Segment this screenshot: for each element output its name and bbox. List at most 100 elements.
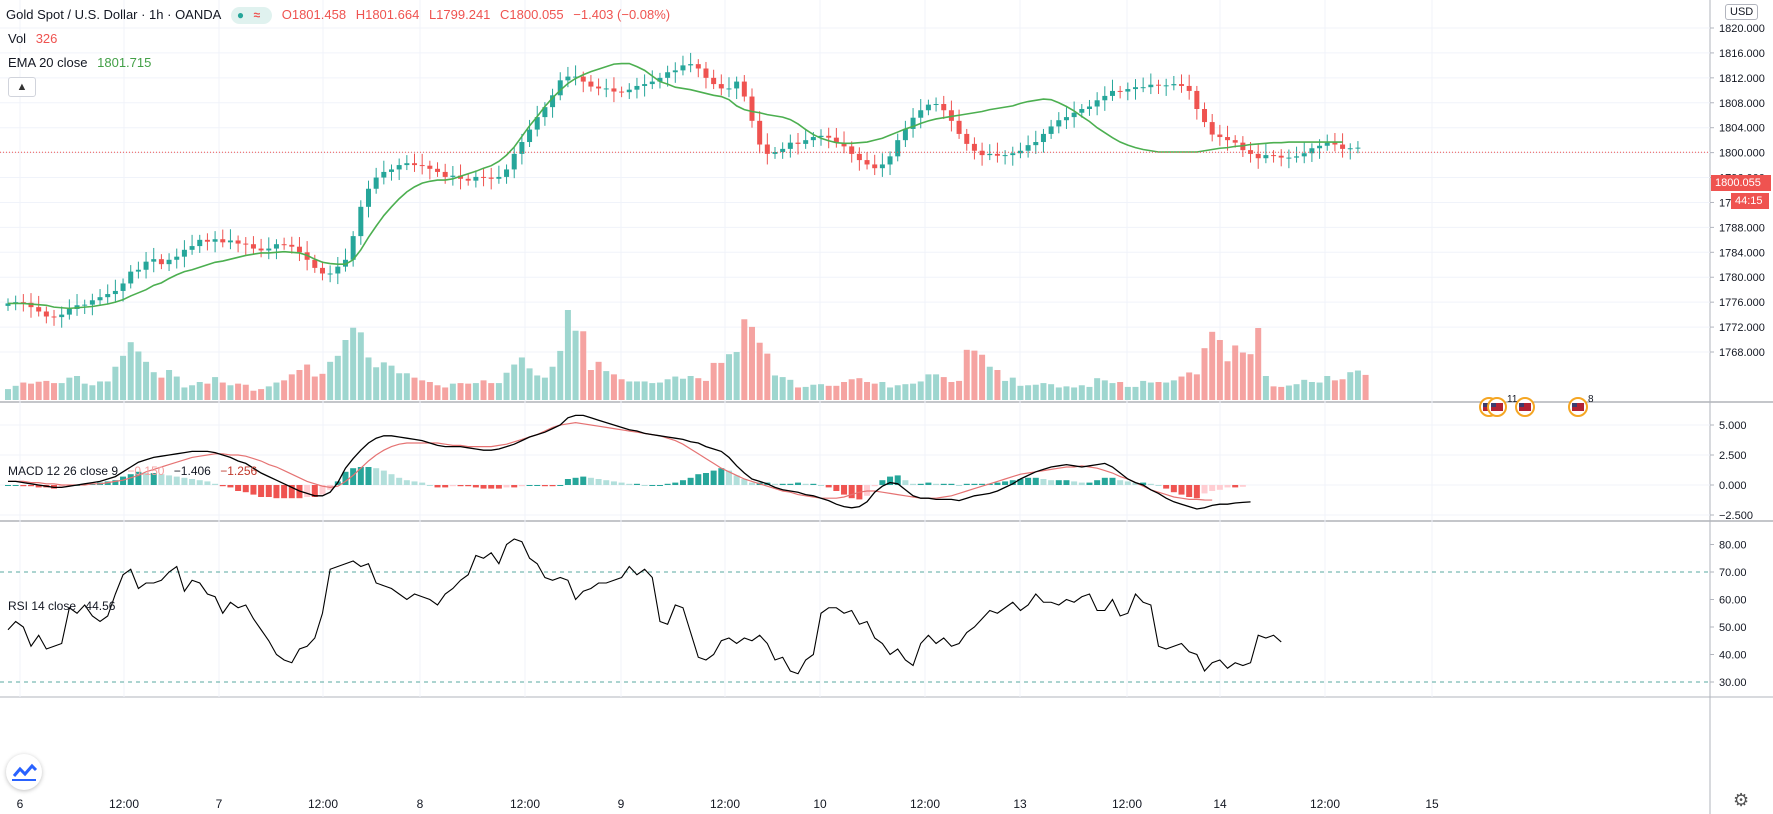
volume-bar [104, 381, 111, 400]
volume-bar [848, 379, 855, 400]
macd-histogram-bar [687, 477, 694, 485]
close-value: C1800.055 [500, 7, 564, 22]
volume-bar [633, 381, 640, 400]
candle-body [1202, 109, 1208, 123]
macd-histogram-bar [1216, 485, 1223, 490]
volume-bar [1278, 386, 1285, 400]
macd-histogram-bar [480, 485, 487, 489]
volume-bar [917, 381, 924, 400]
volume-bar [741, 319, 748, 400]
macd-line [8, 414, 1251, 510]
tradingview-logo-icon[interactable] [6, 754, 42, 790]
macd-histogram-bar [649, 485, 656, 486]
volume-bar [357, 332, 364, 400]
candle-body [204, 239, 210, 242]
candle-body [849, 146, 855, 154]
volume-bar [1025, 385, 1032, 400]
volume-bar [887, 387, 894, 400]
rsi-legend[interactable]: RSI 14 close 44.56 [8, 599, 121, 613]
volume-bar [388, 365, 395, 400]
candle-body [1125, 89, 1131, 92]
symbol-legend[interactable]: Gold Spot / U.S. Dollar · 1h · OANDA ● ≈… [6, 7, 676, 25]
rsi-tick-label: 60.00 [1719, 595, 1747, 607]
currency-button[interactable]: USD [1725, 4, 1759, 20]
macd-histogram-bar [242, 485, 249, 493]
time-tick-label: 8 [417, 797, 424, 811]
macd-histogram-bar [1147, 483, 1154, 485]
volume-bar [1132, 386, 1139, 400]
volume-bar [89, 385, 96, 400]
volume-bar [511, 364, 518, 400]
volume-bar [288, 374, 295, 400]
volume-bar [649, 383, 656, 400]
volume-bar [933, 374, 940, 400]
price-tick-label: 1800.000 [1719, 148, 1765, 160]
ema-value: 1801.715 [97, 55, 152, 70]
candle-body [227, 240, 233, 243]
price-tick-label: 1768.000 [1719, 347, 1765, 359]
volume-bar [595, 361, 602, 400]
volume-bar [43, 380, 50, 400]
volume-bar [541, 377, 548, 400]
volume-bar [1178, 376, 1185, 400]
macd-histogram-bar [403, 480, 410, 485]
candle-body [726, 88, 732, 90]
candle-body [435, 168, 441, 172]
candle-body [879, 164, 885, 169]
macd-histogram-bar [1101, 477, 1108, 485]
symbol-title[interactable]: Gold Spot / U.S. Dollar · 1h · OANDA [6, 7, 222, 22]
volume-bar [1224, 361, 1231, 400]
candle-body [496, 176, 502, 179]
candle-body [573, 76, 579, 78]
volume-bar [1285, 385, 1292, 400]
settings-gear-icon[interactable]: ⚙ [1733, 790, 1750, 810]
candle-body [128, 271, 134, 284]
symbol-status-pill[interactable]: ● ≈ [230, 7, 273, 25]
macd-histogram-bar [181, 477, 188, 485]
macd-histogram-bar [772, 483, 778, 485]
flag-stripe [1519, 403, 1531, 411]
candle-body [1217, 134, 1223, 138]
volume-legend[interactable]: Vol 326 [8, 31, 63, 46]
macd-histogram-bar [5, 485, 11, 486]
volume-bar [219, 382, 226, 400]
macd-histogram-bar [887, 476, 894, 485]
macd-legend[interactable]: MACD 12 26 close 9 −0.150 −1.406 −1.256 [8, 464, 263, 478]
time-tick-label: 12:00 [710, 797, 740, 811]
candle-body [189, 246, 195, 250]
candle-body [350, 236, 356, 260]
candle-body [1071, 112, 1077, 118]
volume-bar [672, 376, 679, 400]
volume-bar [181, 387, 188, 400]
candle-body [51, 316, 57, 318]
volume-bar [1301, 379, 1308, 400]
macd-tick-label: 0.000 [1719, 480, 1747, 492]
collapse-legend-button[interactable]: ▲ [8, 77, 36, 97]
macd-histogram-bar [933, 483, 940, 485]
volume-bar [1109, 383, 1116, 400]
macd-signal-value: −1.256 [220, 464, 258, 478]
volume-bar [74, 376, 81, 400]
macd-histogram-bar [940, 483, 947, 485]
event-count-label: 8 [1588, 394, 1594, 405]
volume-bar [81, 383, 88, 400]
macd-histogram-bar [779, 483, 786, 485]
macd-histogram-bar [35, 485, 42, 488]
volume-bar [411, 377, 418, 400]
volume-bar [687, 376, 694, 400]
macd-value: −1.406 [173, 464, 211, 478]
volume-bar [28, 383, 35, 400]
ema-legend[interactable]: EMA 20 close 1801.715 [8, 55, 157, 70]
macd-histogram-bar [994, 482, 1001, 485]
volume-bar [679, 378, 686, 400]
macd-histogram-bar [541, 485, 548, 487]
macd-histogram-bar [1193, 485, 1200, 499]
candle-body [1255, 153, 1261, 159]
macd-histogram-bar [902, 480, 909, 485]
candle-body [1033, 142, 1039, 146]
candle-body [381, 171, 387, 178]
candle-body [266, 248, 272, 251]
volume-bar [1094, 378, 1101, 400]
volume-bar [1193, 374, 1200, 400]
